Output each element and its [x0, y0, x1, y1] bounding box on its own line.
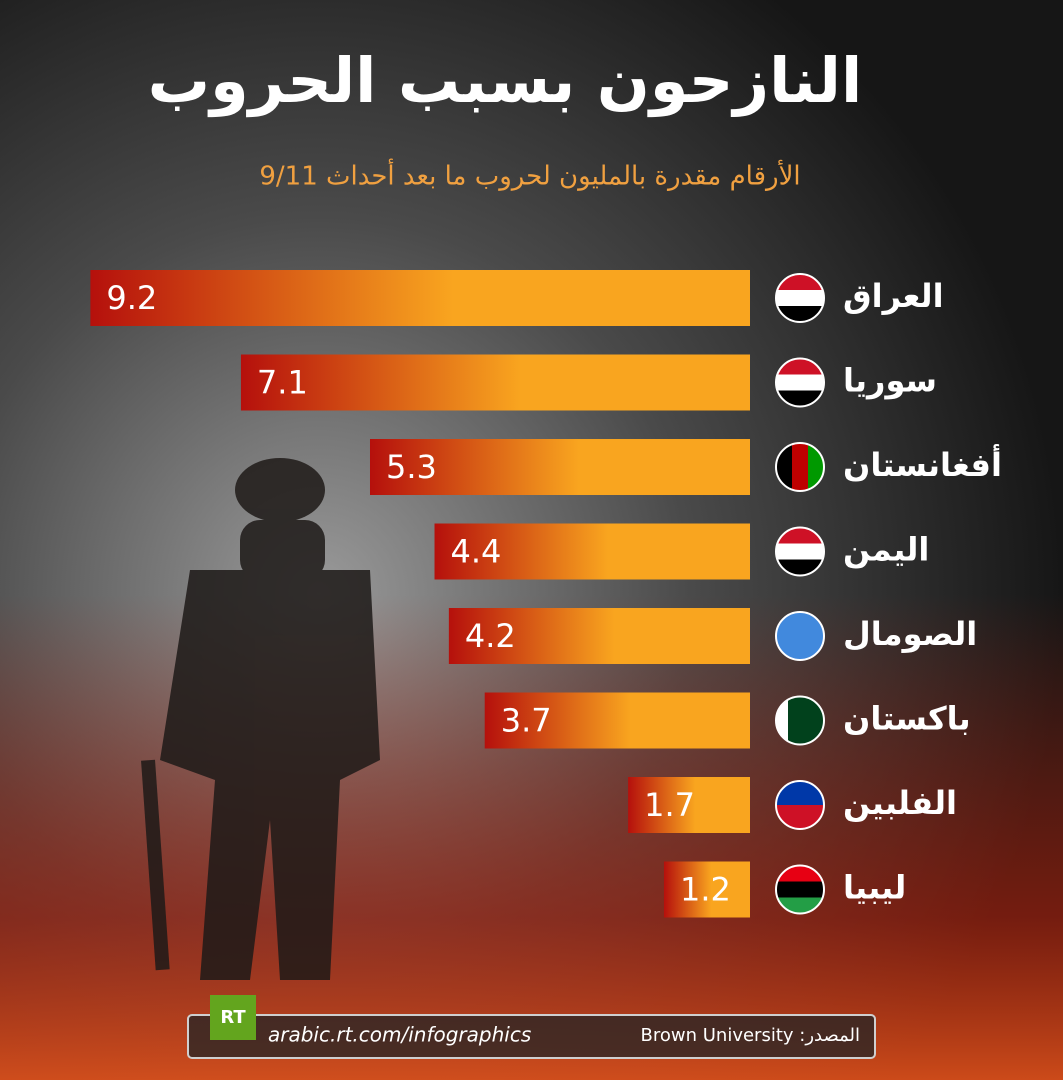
- flag: [775, 357, 825, 408]
- category-label: أفغانستان: [843, 444, 1002, 484]
- flag-stripe: [776, 290, 824, 306]
- bar: [448, 608, 750, 664]
- value-label: 1.7: [644, 786, 695, 824]
- bar: [240, 354, 750, 411]
- footer-box: [187, 1014, 876, 1059]
- flag-ring: [775, 526, 825, 577]
- footer-source: المصدر: Brown University: [641, 1025, 860, 1046]
- category-label: باكستان: [843, 700, 971, 738]
- flag: [775, 780, 825, 830]
- rt-logo: [210, 995, 256, 1040]
- flag-stripe: [776, 374, 824, 391]
- flag-stripes: [776, 612, 824, 660]
- value-label: 7.1: [257, 364, 308, 402]
- flag-ring: [775, 442, 825, 492]
- footer-url: arabic.rt.com/infographics: [268, 1023, 531, 1047]
- bar: [663, 861, 750, 918]
- bar: [369, 439, 750, 495]
- flag-stripe: [776, 543, 824, 560]
- value-label: 4.4: [451, 533, 502, 571]
- bar: [434, 523, 750, 580]
- value-label: 1.2: [680, 871, 731, 909]
- soldier-silhouette: [141, 458, 380, 980]
- flag: [775, 864, 825, 915]
- chart-subtitle: الأرقام مقدرة بالمليون لحروب ما بعد أحدا…: [259, 158, 800, 192]
- flag-ring: [775, 864, 825, 915]
- flag-ring: [775, 611, 825, 661]
- flag-stripes: [776, 696, 824, 745]
- value-label: 4.2: [465, 617, 516, 655]
- flag-stripe: [776, 612, 824, 660]
- flag-stripe: [792, 443, 808, 491]
- category-label: الصومال: [843, 615, 977, 653]
- flag: [775, 526, 825, 577]
- value-label: 9.2: [106, 279, 157, 317]
- flag-ring: [775, 780, 825, 830]
- value-label: 3.7: [501, 702, 552, 740]
- chart-title: النازحون بسبب الحروب: [148, 44, 862, 117]
- category-label: سوريا: [843, 362, 937, 400]
- flag: [775, 442, 825, 492]
- category-label: اليمن: [843, 531, 929, 569]
- category-label: العراق: [843, 277, 944, 315]
- flag: [775, 273, 825, 323]
- flag-ring: [775, 357, 825, 408]
- flag: [775, 695, 825, 746]
- flag-ring: [775, 273, 825, 323]
- bar: [628, 777, 750, 833]
- flag-ring: [775, 695, 825, 746]
- category-label: ليبيا: [843, 869, 906, 907]
- bars: 9.2 العراق 7.1 سوريا 5.3 أفغانستان 4.4 اليمن 4.2…: [90, 270, 1002, 918]
- value-label: 5.3: [386, 448, 437, 486]
- bar: [90, 270, 751, 326]
- flag-stripe: [776, 881, 824, 898]
- flag: [775, 611, 825, 661]
- bar: [484, 692, 750, 749]
- rt-logo-text: RT: [220, 1007, 246, 1028]
- category-label: الفلبين: [843, 784, 957, 822]
